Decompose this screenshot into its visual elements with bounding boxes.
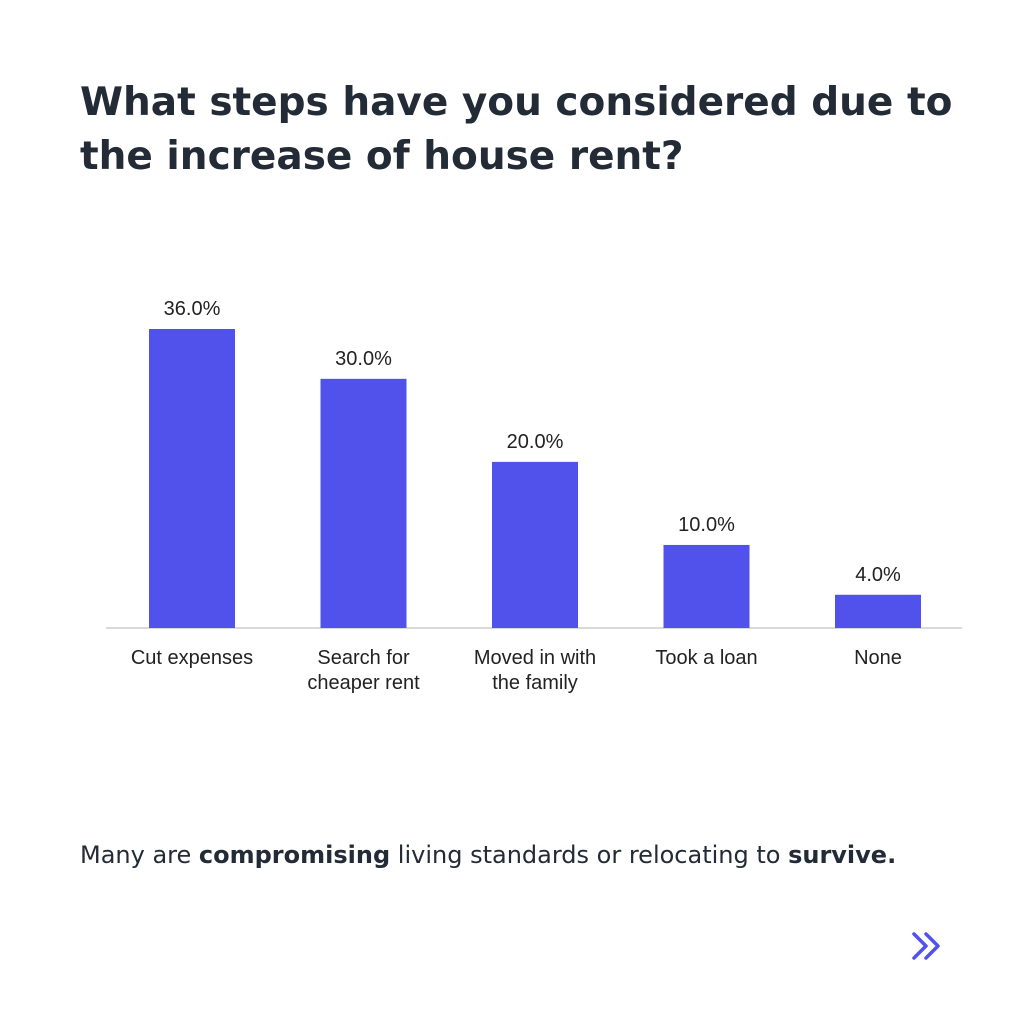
- bar-5: [835, 594, 921, 628]
- category-label-5-line-1: None: [854, 647, 902, 669]
- value-label-5: 4.0%: [855, 564, 901, 586]
- bar-1: [149, 329, 235, 628]
- category-label-5: None: [854, 647, 902, 669]
- category-label-4-line-1: Took a loan: [655, 647, 757, 669]
- category-labels: Cut expenses Search for cheaper rent Moved …: [131, 647, 902, 694]
- caption-bold-1: compromising: [198, 841, 391, 869]
- value-label-3: 20.0%: [507, 431, 564, 453]
- category-label-3: Moved in with the family: [474, 647, 596, 694]
- bar-3: [492, 461, 578, 628]
- value-label-2: 30.0%: [335, 348, 392, 370]
- double-chevron-right-icon[interactable]: [904, 926, 948, 966]
- category-label-1-line-1: Cut expenses: [131, 647, 253, 669]
- title-line-1: What steps have you considered due to: [80, 80, 953, 125]
- category-label-2-line-1: Search for: [317, 647, 410, 669]
- category-label-2-line-2: cheaper rent: [307, 672, 420, 694]
- bar-2: [320, 378, 407, 628]
- category-label-2: Search for cheaper rent: [307, 647, 420, 694]
- bars: [149, 329, 921, 628]
- category-label-3-line-1: Moved in with: [474, 647, 596, 669]
- value-label-1: 36.0%: [164, 298, 221, 320]
- category-label-1: Cut expenses: [131, 647, 253, 669]
- caption-part-2: living standards or relocating to: [390, 841, 789, 869]
- title-line-2: the increase of house rent?: [80, 134, 684, 179]
- caption-text: Many are compromising living standards o…: [80, 835, 940, 875]
- category-label-4: Took a loan: [655, 647, 757, 669]
- caption-bold-2: survive.: [788, 841, 897, 869]
- category-label-3-line-2: the family: [492, 672, 578, 694]
- value-label-4: 10.0%: [678, 514, 735, 536]
- caption-part-1: Many are: [80, 841, 199, 869]
- bar-chart: 36.0% 30.0% 20.0% 10.0% 4.0% Cut expenses Sea…: [106, 298, 962, 694]
- page-title: What steps have you considered due to th…: [80, 76, 960, 184]
- value-labels: 36.0% 30.0% 20.0% 10.0% 4.0%: [164, 298, 901, 586]
- bar-4: [663, 544, 750, 628]
